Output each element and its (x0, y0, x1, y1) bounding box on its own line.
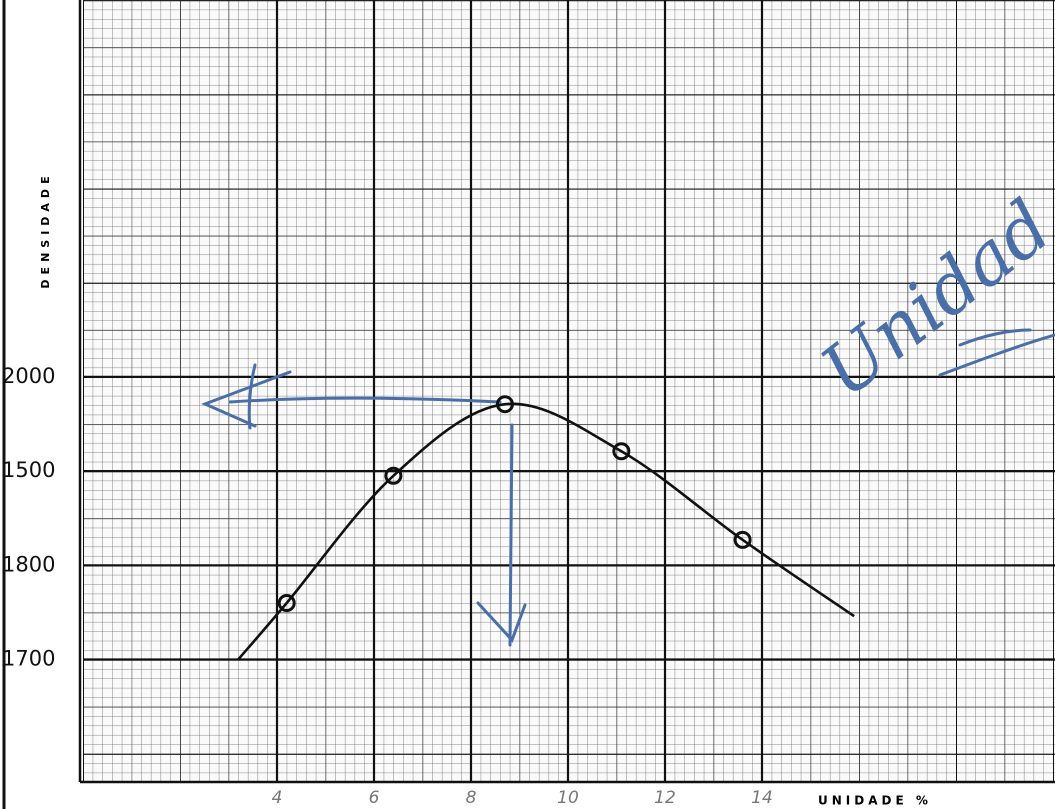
y-tick-label: 1500 (2, 458, 55, 482)
x-tick-label: 6 (369, 788, 380, 808)
chart: DENSIDADE UNIDADE % Unidad 2000150018001… (0, 0, 1055, 809)
y-axis-title: DENSIDADE (39, 171, 52, 288)
x-tick-label: 12 (654, 788, 676, 808)
x-axis-title: UNIDADE % (818, 794, 932, 808)
y-tick-label: 1700 (2, 647, 55, 671)
x-tick-label: 8 (466, 788, 477, 808)
x-tick-label: 14 (751, 788, 773, 808)
page: DENSIDADE UNIDADE % Unidad 2000150018001… (0, 0, 1055, 809)
y-tick-label: 1800 (2, 552, 55, 576)
x-tick-label: 4 (272, 788, 283, 808)
y-tick-label: 2000 (2, 364, 55, 388)
x-tick-label: 10 (557, 788, 579, 808)
